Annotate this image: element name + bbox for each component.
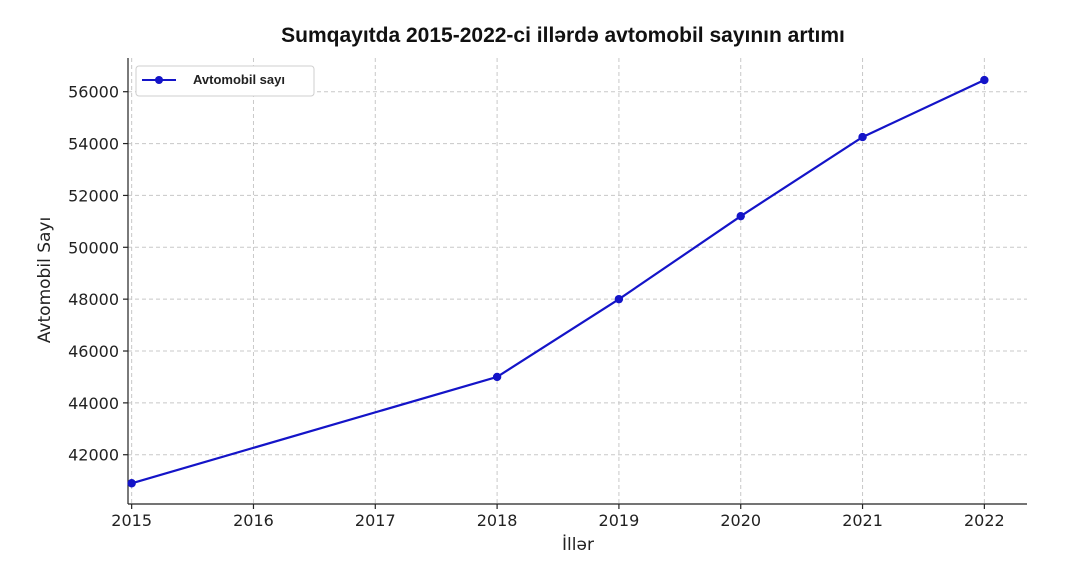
chart-title: Sumqayıtda 2015-2022-ci illərdə avtomobi…	[281, 24, 845, 47]
tick-labels: 42000 44000 46000 48000 50000 52000 54000 56000…	[68, 83, 1005, 530]
data-point	[736, 211, 745, 221]
x-tick-label: 2018	[477, 511, 518, 530]
legend-box	[135, 65, 315, 97]
data-point	[858, 132, 867, 142]
series-line	[131, 79, 985, 485]
series	[127, 75, 989, 488]
y-tick-label: 42000	[68, 446, 119, 465]
data-point	[980, 75, 989, 85]
x-tick-label: 2020	[720, 511, 761, 530]
legend-entry: Avtomobil sayı	[193, 72, 285, 87]
x-axis-label: İllər	[562, 534, 594, 555]
x-tick-label: 2021	[842, 511, 883, 530]
x-tick-label: 2017	[355, 511, 396, 530]
y-tick-label: 46000	[68, 342, 119, 361]
legend-marker	[155, 76, 163, 84]
data-point	[127, 479, 136, 488]
y-tick-label: 54000	[68, 135, 119, 154]
grid	[128, 58, 1027, 504]
y-tick-label: 44000	[68, 394, 119, 413]
y-tick-label: 48000	[68, 290, 119, 309]
data-point	[492, 372, 502, 382]
axes	[123, 58, 1027, 509]
x-tick-label: 2015	[111, 511, 152, 530]
x-tick-label: 2022	[964, 511, 1005, 530]
legend: Avtomobil sayı	[135, 65, 315, 97]
y-tick-label: 50000	[68, 238, 119, 257]
x-tick-label: 2019	[599, 511, 640, 530]
y-tick-label: 52000	[68, 186, 119, 205]
y-tick-label: 56000	[68, 83, 119, 102]
data-point	[614, 294, 624, 304]
y-axis-label: Avtomobil Sayı	[35, 217, 55, 343]
x-tick-label: 2016	[233, 511, 274, 530]
